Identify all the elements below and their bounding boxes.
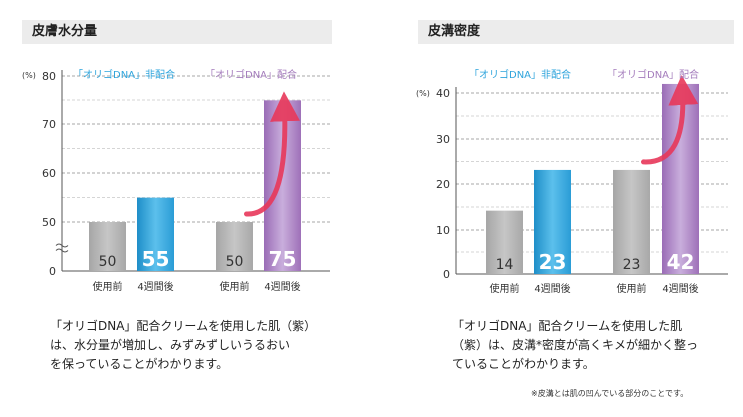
- bar-value-label: 42: [667, 250, 695, 274]
- x-category-label: 使用前: [617, 282, 647, 295]
- bar-value-label: 75: [269, 247, 297, 271]
- y-tick-label: 10: [436, 224, 450, 237]
- x-category-label: 使用前: [490, 282, 520, 295]
- y-tick-label: 30: [436, 133, 450, 146]
- y-tick-label: 0: [49, 265, 56, 278]
- chart-2-title: 皮溝密度: [418, 20, 734, 44]
- y-tick-label: 40: [436, 87, 450, 100]
- bar: [137, 197, 174, 271]
- legend-label-with: 「オリゴDNA」配合: [205, 68, 297, 81]
- y-unit-label: (%): [416, 89, 430, 98]
- bar-value-label: 50: [226, 254, 244, 270]
- y-unit-label: (%): [22, 71, 36, 80]
- y-tick-label: 50: [42, 216, 56, 229]
- x-category-label: 4週間後: [137, 280, 173, 293]
- caption-line: 「オリゴDNA」配合クリームを使用した肌（紫）: [50, 319, 317, 333]
- caption-line: ていることがわかります。: [452, 357, 595, 371]
- bar: [613, 169, 650, 274]
- caption-line: は、水分量が増加し、みずみずしいうるおい: [50, 338, 291, 352]
- legend-label-without: 「オリゴDNA」非配合: [469, 68, 571, 81]
- x-category-label: 4週間後: [662, 282, 698, 295]
- legend-label-without: 「オリゴDNA」非配合: [73, 68, 175, 81]
- chart-2-caption: 「オリゴDNA」配合クリームを使用した肌 （紫）は、皮溝*密度が高くキメが細かく…: [452, 317, 732, 374]
- x-category-label: 使用前: [220, 280, 250, 293]
- legend-label-with: 「オリゴDNA」配合: [607, 68, 699, 81]
- footnote: ※皮溝とは肌の凹んでいる部分のことです。: [531, 389, 689, 398]
- caption-line: 「オリゴDNA」配合クリームを使用した肌: [452, 319, 683, 333]
- axis-break-mark: [55, 243, 69, 253]
- increase-arrow: [641, 74, 699, 165]
- y-tick-label: 70: [42, 118, 56, 131]
- caption-line: （紫）は、皮溝*密度が高くキメが細かく整っ: [452, 338, 699, 352]
- y-tick-label: 80: [42, 70, 56, 83]
- caption-line: を保っていることがわかります。: [50, 357, 229, 371]
- bar: [534, 169, 571, 274]
- x-category-label: 4週間後: [534, 282, 570, 295]
- chart-1-title: 皮膚水分量: [22, 20, 332, 44]
- bar: [486, 210, 523, 274]
- bar-value-label: 50: [99, 254, 117, 270]
- bar-value-label: 23: [623, 257, 641, 273]
- bar-value-label: 14: [496, 257, 514, 273]
- chart-1-caption: 「オリゴDNA」配合クリームを使用した肌（紫） は、水分量が増加し、みずみずしい…: [50, 317, 350, 374]
- bar: [216, 222, 253, 271]
- y-tick-label: 20: [436, 178, 450, 191]
- bar-value-label: 55: [142, 247, 170, 271]
- increase-arrow: [244, 91, 301, 217]
- bar: [89, 222, 126, 271]
- bar-value-label: 23: [539, 250, 567, 274]
- x-category-label: 使用前: [93, 280, 123, 293]
- x-category-label: 4週間後: [264, 280, 300, 293]
- y-tick-label: 0: [443, 268, 450, 281]
- y-tick-label: 60: [42, 167, 56, 180]
